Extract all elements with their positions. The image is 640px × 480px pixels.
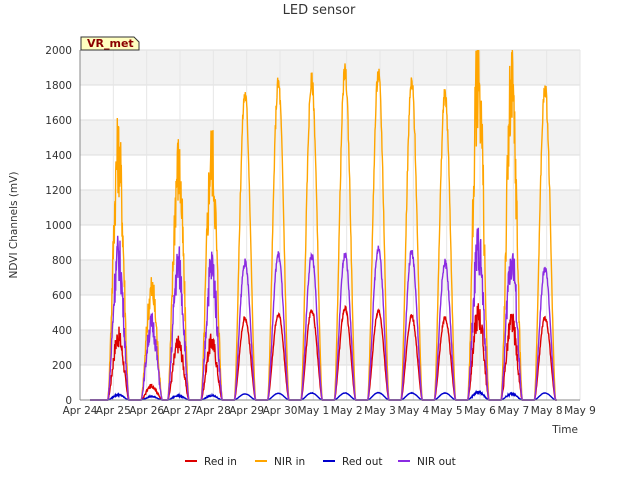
- plot-band: [80, 190, 580, 225]
- x-tick-label: May 6: [464, 405, 496, 417]
- plot-area: [80, 50, 580, 400]
- x-tick-label: Apr 24: [63, 405, 98, 417]
- x-tick-label: Apr 26: [129, 405, 164, 417]
- y-tick-label: 0: [65, 395, 72, 407]
- y-tick-label: 1600: [45, 115, 72, 127]
- x-tick-label: May 5: [431, 405, 463, 417]
- legend-label: Red in: [204, 456, 237, 468]
- y-tick-label: 1400: [45, 150, 72, 162]
- x-tick-label: May 7: [497, 405, 529, 417]
- y-tick-label: 1800: [45, 80, 72, 92]
- y-tick-label: 400: [52, 325, 72, 337]
- chart-title: LED sensor: [283, 3, 356, 18]
- y-tick-label: 200: [52, 360, 72, 372]
- plot-band: [80, 85, 580, 120]
- legend-label: NIR out: [417, 456, 456, 468]
- y-tick-label: 1200: [45, 185, 72, 197]
- x-tick-label: Apr 29: [229, 405, 264, 417]
- y-axis-title: NDVI Channels (mV): [8, 172, 20, 279]
- x-tick-label: Apr 28: [196, 405, 231, 417]
- legend-label: Red out: [342, 456, 382, 468]
- y-tick-label: 800: [52, 255, 72, 267]
- x-tick-label: May 9: [564, 405, 596, 417]
- x-tick-label: May 1: [297, 405, 329, 417]
- legend-item-nir-out: NIR out: [398, 456, 456, 468]
- annotation-badge: VR_met: [80, 36, 140, 51]
- plot-band: [80, 155, 580, 190]
- annotation-badge-box: [80, 36, 140, 51]
- y-tick-labels: 0 200 400 600 800 1000 1200 1400 1600 1800 2000: [45, 45, 72, 407]
- plot-band: [80, 50, 580, 85]
- x-tick-label: May 8: [531, 405, 563, 417]
- plot-band: [80, 225, 580, 260]
- x-tick-label: Apr 27: [163, 405, 198, 417]
- annotation-badge-text: VR_met: [87, 37, 134, 50]
- axes: [79, 50, 580, 401]
- y-tick-label: 600: [52, 290, 72, 302]
- plot-band: [80, 120, 580, 155]
- x-tick-label: May 4: [397, 405, 429, 417]
- x-tick-label: Apr 25: [96, 405, 131, 417]
- y-tick-label: 2000: [45, 45, 72, 57]
- x-tick-label: May 2: [331, 405, 363, 417]
- legend-item-red-out: Red out: [323, 456, 382, 468]
- legend-label: NIR in: [274, 456, 305, 468]
- legend-item-red-in: Red in: [185, 456, 237, 468]
- x-tick-label: May 3: [364, 405, 396, 417]
- y-tick-label: 1000: [45, 220, 72, 232]
- legend: Red in NIR in Red out NIR out: [185, 456, 456, 468]
- x-axis-title: Time: [551, 424, 578, 436]
- legend-item-nir-in: NIR in: [255, 456, 305, 468]
- plot-band: [80, 330, 580, 365]
- plot-band: [80, 295, 580, 330]
- plot-band: [80, 365, 580, 400]
- plot-band: [80, 260, 580, 295]
- x-tick-label: Apr 30: [263, 405, 298, 417]
